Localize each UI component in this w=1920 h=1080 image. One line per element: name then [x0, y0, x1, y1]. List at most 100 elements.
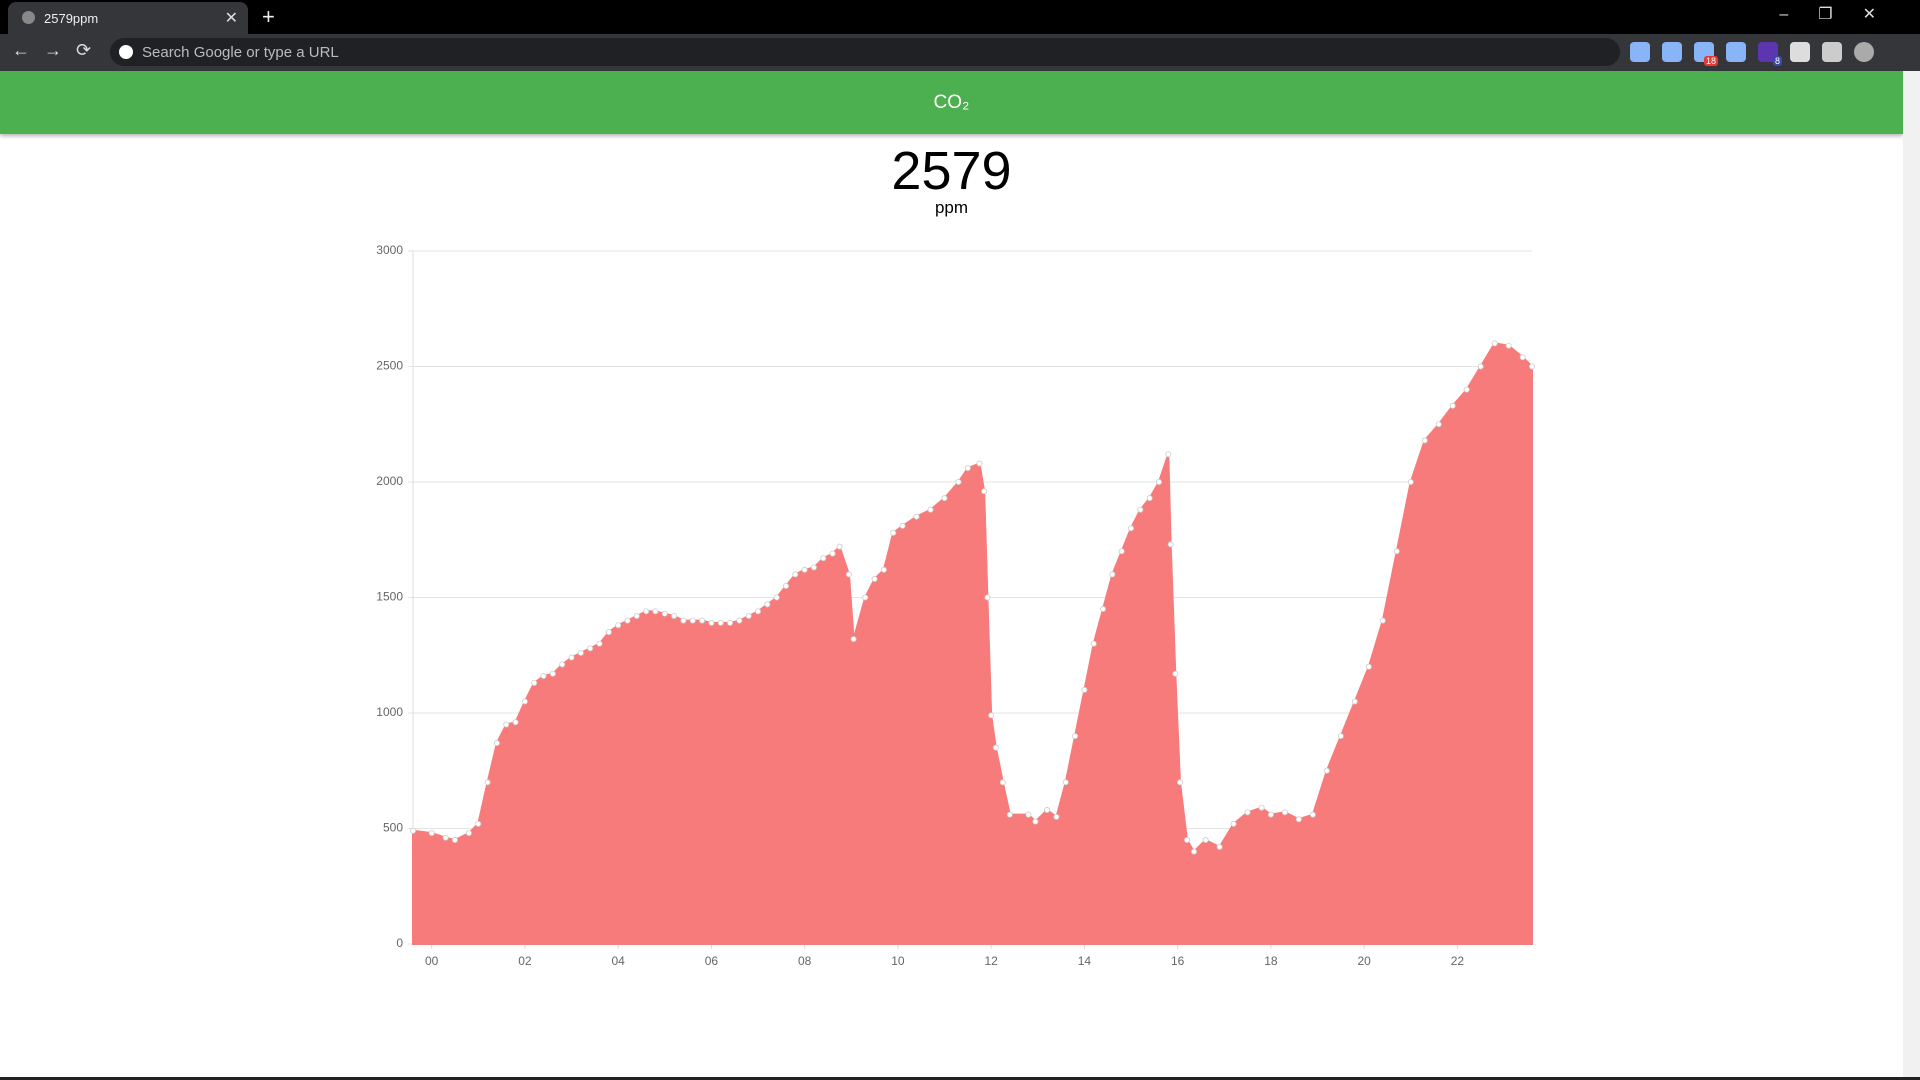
data-point: [1407, 478, 1414, 485]
data-point: [661, 610, 668, 617]
data-point: [810, 564, 817, 571]
data-point: [1505, 342, 1512, 349]
data-point: [820, 555, 827, 562]
data-point: [1393, 548, 1400, 555]
extension[interactable]: 18: [1694, 42, 1718, 66]
data-point: [531, 679, 538, 686]
badge: 18: [1703, 56, 1718, 66]
extension[interactable]: [1630, 42, 1650, 62]
data-point: [764, 601, 771, 608]
data-point: [1244, 809, 1251, 816]
data-point: [1449, 402, 1456, 409]
data-point: [745, 612, 752, 619]
x-tick-label: 08: [798, 954, 812, 968]
toolbar: ←→⟳ Search Google or type a URL 18 8: [0, 34, 1920, 71]
data-point: [871, 576, 878, 583]
data-point: [708, 619, 715, 626]
data-point: [1109, 571, 1116, 578]
data-point: [1379, 617, 1386, 624]
data-point: [587, 645, 594, 652]
data-point: [549, 670, 556, 677]
data-point: [801, 566, 808, 573]
data-point: [1167, 541, 1174, 548]
data-point: [1128, 525, 1135, 532]
data-point: [1025, 811, 1032, 818]
profile[interactable]: [1854, 42, 1874, 62]
address-bar[interactable]: Search Google or type a URL: [110, 38, 1620, 66]
data-point: [689, 617, 696, 624]
x-tick-label: 04: [611, 954, 625, 968]
data-point: [1165, 451, 1172, 458]
extension[interactable]: 8: [1758, 42, 1782, 66]
data-point: [442, 834, 449, 841]
data-point: [783, 582, 790, 589]
data-point: [1351, 698, 1358, 705]
data-point: [1172, 670, 1179, 677]
data-point: [1519, 354, 1526, 361]
y-tick-label: 0: [396, 936, 403, 950]
window-controls[interactable]: –❐✕: [1779, 6, 1906, 23]
data-point: [981, 488, 988, 495]
extension[interactable]: [1822, 42, 1842, 62]
data-point: [890, 529, 897, 536]
badge: 8: [1772, 56, 1782, 66]
data-point: [1267, 811, 1274, 818]
data-point: [1365, 663, 1372, 670]
data-point: [717, 619, 724, 626]
data-point: [451, 837, 458, 844]
data-point: [624, 617, 631, 624]
data-point: [984, 594, 991, 601]
x-tick-label: 12: [984, 954, 998, 968]
data-point: [465, 830, 472, 837]
data-point: [1216, 843, 1223, 850]
nav-buttons[interactable]: ←→⟳: [12, 40, 106, 60]
data-point: [652, 608, 659, 615]
data-point: [1309, 811, 1316, 818]
data-point: [880, 566, 887, 573]
data-point: [1176, 779, 1183, 786]
data-point: [1006, 811, 1013, 818]
data-point: [1072, 733, 1079, 740]
tab-close[interactable]: ✕: [224, 10, 238, 27]
y-tick-label: 3000: [376, 243, 403, 257]
data-point: [1032, 818, 1039, 825]
app-header: CO₂: [0, 71, 1903, 134]
y-tick-label: 2500: [376, 359, 403, 373]
extension[interactable]: [1726, 42, 1746, 62]
data-point: [633, 612, 640, 619]
chart: 0 500 1000 1500 2000 2500 3000 00 02 04 06 08 10 12 14…: [376, 243, 1536, 968]
data-point: [941, 495, 948, 502]
data-point: [1337, 733, 1344, 740]
data-point: [1137, 506, 1144, 513]
extension[interactable]: [1662, 42, 1682, 62]
data-point: [475, 820, 482, 827]
data-point: [836, 543, 843, 550]
data-point: [596, 640, 603, 647]
data-point: [736, 617, 743, 624]
data-point: [1053, 813, 1060, 820]
data-point: [1146, 495, 1153, 502]
tab[interactable]: 2579ppm ✕: [8, 2, 248, 34]
data-point: [850, 636, 857, 643]
data-point: [1281, 809, 1288, 816]
data-point: [615, 622, 622, 629]
new-tab-button[interactable]: +: [262, 4, 275, 29]
data-point: [899, 522, 906, 529]
scrollbar[interactable]: [1903, 71, 1920, 1077]
data-point: [512, 719, 519, 726]
x-tick-label: 06: [705, 954, 719, 968]
tab-strip: 2579ppm ✕ + –❐✕: [0, 0, 1920, 34]
data-point: [568, 654, 575, 661]
extension[interactable]: [1790, 42, 1810, 62]
data-point: [409, 827, 416, 834]
data-point: [428, 830, 435, 837]
y-tick-label: 1500: [376, 590, 403, 604]
x-tick-label: 14: [1078, 954, 1092, 968]
data-point: [605, 629, 612, 636]
data-point: [577, 649, 584, 656]
data-point: [727, 619, 734, 626]
data-point: [680, 617, 687, 624]
current-reading: 2579: [891, 141, 1012, 201]
address-placeholder: Search Google or type a URL: [142, 44, 339, 61]
